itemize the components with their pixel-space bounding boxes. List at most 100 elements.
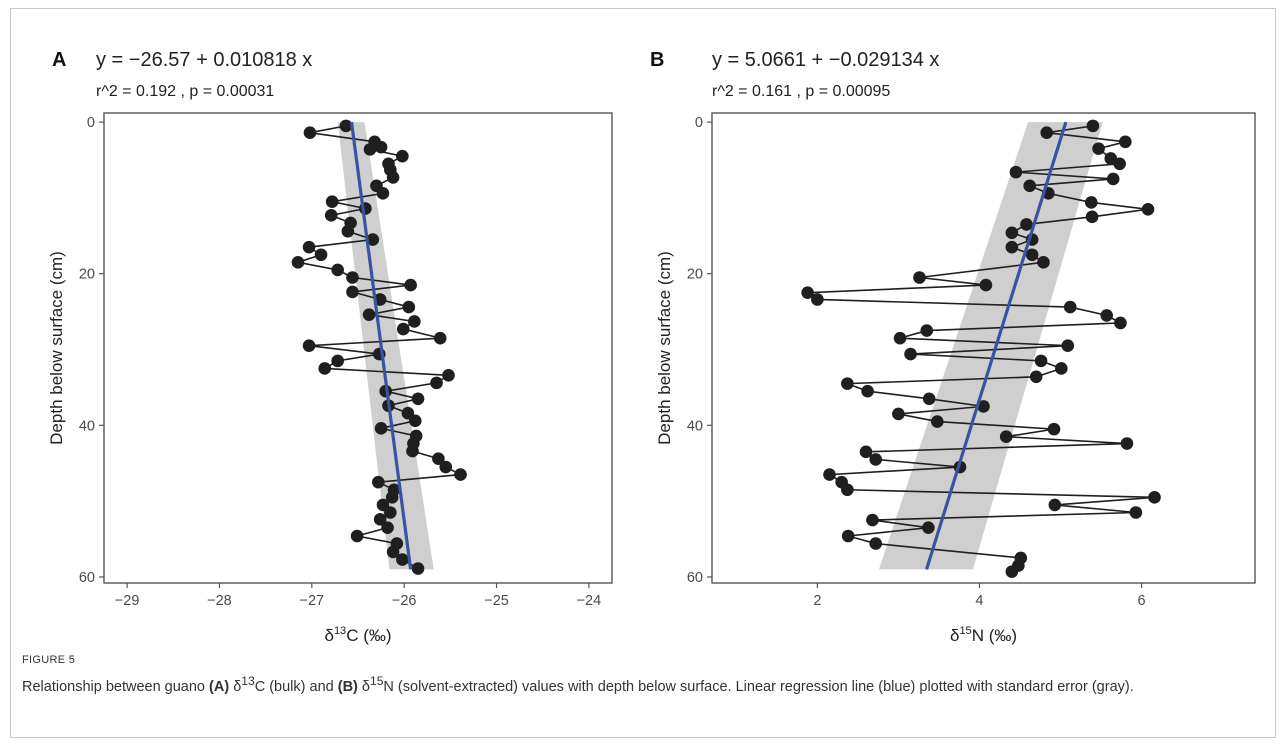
data-point-a-11 [325, 195, 339, 208]
plot-border-b [711, 112, 1256, 584]
figure-frame [10, 8, 1276, 738]
data-point-b-38 [931, 415, 944, 428]
data-point-b-14 [1005, 226, 1019, 240]
y-tick-label-a-2: 40 [79, 418, 95, 434]
regression-equation-b: y = 5.0661 + −0.029134 x [712, 49, 939, 71]
data-point-a-20 [331, 263, 344, 277]
data-point-a-44 [406, 444, 419, 458]
data-point-b-57 [1005, 565, 1019, 578]
data-point-b-45 [823, 468, 836, 481]
data-point-a-57 [386, 545, 400, 559]
data-point-a-26 [362, 308, 376, 321]
data-point-a-24 [373, 293, 387, 306]
data-point-b-53 [841, 529, 855, 543]
data-point-a-4 [363, 143, 377, 156]
data-point-b-20 [979, 278, 993, 292]
x-axis-title-sup-b: 15 [959, 625, 971, 637]
data-point-b-37 [892, 407, 905, 421]
data-point-b-24 [1100, 309, 1113, 322]
data-point-b-52 [922, 521, 935, 534]
x-axis-title-b: δ15N (‰) [950, 625, 1017, 645]
data-point-b-12 [1085, 210, 1099, 224]
data-point-a-27 [408, 315, 421, 328]
se-ribbon-a [337, 122, 434, 570]
data-point-b-31 [1055, 362, 1068, 375]
data-point-a-8 [386, 171, 400, 184]
data-point-b-29 [904, 347, 917, 361]
y-axis-title-a: Depth below surface (cm) [47, 251, 66, 445]
data-point-b-43 [869, 453, 883, 466]
data-point-b-1 [1040, 126, 1054, 140]
y-tick-label-b-0: 0 [695, 115, 703, 131]
plot-border-a [103, 112, 613, 584]
x-tick-label-a-2: −27 [300, 593, 325, 609]
data-point-b-26 [920, 324, 934, 337]
x-tick-label-a-0: −29 [115, 593, 140, 609]
data-point-b-33 [841, 377, 854, 390]
data-point-b-8 [1023, 179, 1036, 193]
regression-line-a [349, 121, 413, 570]
data-point-a-46 [439, 460, 453, 474]
data-point-a-25 [402, 300, 416, 314]
data-point-a-22 [404, 278, 417, 292]
x-axis-title-delta-a: δ [324, 626, 333, 645]
data-point-b-17 [1025, 248, 1039, 262]
data-point-b-19 [913, 271, 926, 284]
data-point-a-30 [302, 339, 316, 353]
x-tick-label-b-1: 4 [975, 593, 983, 609]
data-point-a-19 [291, 256, 305, 269]
y-tick-label-b-1: 20 [687, 267, 703, 283]
caption-part3: N (solvent-extracted) values with depth … [383, 678, 1134, 695]
data-point-a-18 [314, 248, 328, 262]
x-tick-label-a-3: −26 [392, 593, 417, 609]
data-point-a-29 [433, 331, 447, 345]
data-point-b-23 [1063, 300, 1077, 314]
data-point-b-32 [1029, 370, 1043, 384]
data-point-a-50 [385, 491, 399, 504]
data-point-b-11 [1141, 202, 1155, 216]
data-point-b-40 [999, 430, 1013, 443]
data-point-b-47 [841, 483, 854, 497]
data-point-a-58 [396, 553, 409, 566]
y-tick-label-a-0: 0 [87, 115, 95, 131]
data-point-b-3 [1092, 142, 1105, 155]
data-point-a-10 [376, 187, 390, 200]
data-point-b-5 [1113, 157, 1126, 171]
x-axis-title-sup-a: 13 [334, 625, 346, 637]
y-tick-label-b-3: 60 [687, 570, 703, 586]
data-point-a-0 [339, 119, 353, 133]
caption-sup-c: 13 [241, 674, 255, 688]
y-axis-title-b: Depth below surface (cm) [655, 251, 674, 445]
data-point-a-32 [331, 354, 344, 368]
data-point-b-51 [866, 513, 879, 527]
figure-caption: Relationship between guano (A) δ13C (bul… [22, 671, 1252, 698]
data-point-b-41 [1120, 437, 1134, 450]
data-point-a-35 [430, 376, 443, 390]
data-point-a-55 [350, 529, 364, 543]
x-tick-label-a-1: −28 [207, 593, 232, 609]
x-axis-title-a: δ13C (‰) [324, 625, 391, 645]
data-point-b-0 [1086, 119, 1100, 133]
data-point-a-28 [396, 322, 410, 336]
caption-part1: Relationship between guano [22, 678, 210, 695]
panel-label-a: A [52, 49, 66, 71]
y-tick-label-a-1: 20 [79, 267, 95, 283]
data-point-a-3 [374, 140, 388, 154]
data-point-a-33 [318, 362, 332, 375]
data-point-a-15 [341, 224, 355, 238]
data-point-a-47 [454, 468, 467, 481]
x-axis-title-rest-b: N (‰) [972, 626, 1017, 645]
caption-ref-b: (B) [337, 678, 358, 695]
data-point-a-59 [411, 562, 425, 575]
data-point-a-37 [411, 392, 425, 406]
connecting-line-b [805, 125, 1155, 573]
data-point-b-49 [1048, 498, 1062, 512]
se-ribbon-b [878, 122, 1103, 570]
regression-stats-b: r^2 = 0.161 , p = 0.00095 [712, 83, 890, 100]
y-tick-label-a-3: 60 [79, 570, 95, 586]
data-point-b-21 [801, 286, 814, 299]
x-tick-label-b-0: 2 [813, 593, 821, 609]
regression-line-b [924, 121, 1068, 570]
